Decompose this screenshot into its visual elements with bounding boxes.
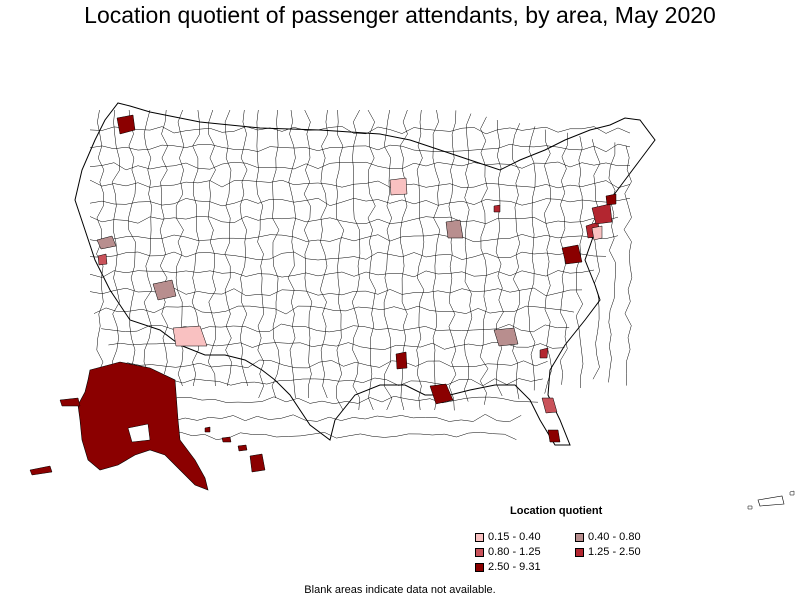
area-boundary [89,234,619,243]
area-orlando[interactable] [541,397,558,414]
area-boundary [512,123,521,400]
legend-swatch-1 [575,532,584,542]
legend-title: Location quotient [510,505,603,517]
legend-item-3: 1.25 - 2.50 [575,546,641,558]
alaska-bay [127,423,151,443]
area-dc-baltimore[interactable] [561,244,583,265]
area-boundary [416,109,425,411]
area-atlanta[interactable] [493,327,519,347]
area-boundary [527,126,536,391]
area-boundary [89,161,631,171]
area-boundary [89,179,631,189]
area-boundary [335,109,345,411]
area-new-orleans[interactable] [429,383,454,405]
area-boundary [128,109,136,375]
area-northern-nj[interactable] [591,225,603,241]
area-chicago[interactable] [445,219,464,239]
legend-item-2: 0.80 - 1.25 [475,546,541,558]
map-title: Location quotient of passenger attendant… [84,2,716,28]
area-boundary [367,109,376,411]
area-boundary [623,145,633,386]
legend-item-1: 0.40 - 0.80 [575,531,641,543]
area-boundary [383,109,393,411]
area-alaska-islands[interactable] [29,397,81,476]
area-boundary [115,359,548,369]
legend-item-0: 0.15 - 0.40 [475,531,541,543]
area-boundary [463,113,473,402]
area-boundary [93,305,575,315]
area-boundary [495,119,504,397]
area-boundary [432,109,441,411]
area-boundary [89,251,607,261]
legend-swatch-0 [475,532,484,542]
contiguous-us-outline [74,102,656,446]
legend-label-2: 0.80 - 1.25 [488,546,541,558]
area-seattle[interactable] [116,114,136,135]
area-new-york[interactable] [591,203,613,225]
legend-label-1: 0.40 - 0.80 [588,531,641,543]
area-boundary [256,109,265,399]
area-boundary [239,109,249,387]
area-boundary [608,142,616,383]
area-charleston[interactable] [539,347,549,359]
area-boundary [89,143,631,152]
area-detroit[interactable] [493,204,501,213]
area-boundary [319,109,329,399]
area-boundary [479,116,489,405]
area-boundary [207,109,217,387]
area-sacramento[interactable] [96,235,117,250]
area-boundary [129,395,539,404]
area-minneapolis[interactable] [389,177,408,196]
legend-swatch-2 [475,547,484,557]
legend-label-4: 2.50 - 9.31 [488,561,541,573]
legend-item-4: 2.50 - 9.31 [475,561,541,573]
area-boundary [271,109,280,399]
legend-swatch-4 [475,562,484,572]
area-boundary [89,215,619,224]
area-grid [89,109,633,440]
area-boundary [287,109,296,399]
area-hawaii[interactable] [204,426,266,473]
legend-label-0: 0.15 - 0.40 [488,531,541,543]
area-boundary [303,109,313,399]
area-boundary [351,109,361,411]
area-boston[interactable] [605,193,617,206]
area-boundary [122,377,543,387]
area-boundary [591,139,601,380]
area-miami[interactable] [547,429,561,443]
area-boundary [143,109,153,375]
area-boundary [137,414,522,423]
puerto-rico-islands [747,490,795,510]
area-las-vegas[interactable] [152,279,177,301]
area-boundary [111,109,120,375]
footnote: Blank areas indicate data not available. [304,584,496,596]
area-boundary [89,269,595,278]
area-boundary [144,431,517,440]
area-boundary [89,197,631,207]
area-boundary [224,109,232,387]
area-jackson[interactable] [395,351,408,370]
area-puerto-rico [757,495,785,507]
area-boundary [159,109,169,375]
area-phoenix[interactable] [172,325,208,347]
area-boundary [448,110,457,411]
legend-label-3: 1.25 - 2.50 [588,546,641,558]
legend-swatch-3 [575,547,584,557]
area-san-francisco[interactable] [97,253,108,266]
